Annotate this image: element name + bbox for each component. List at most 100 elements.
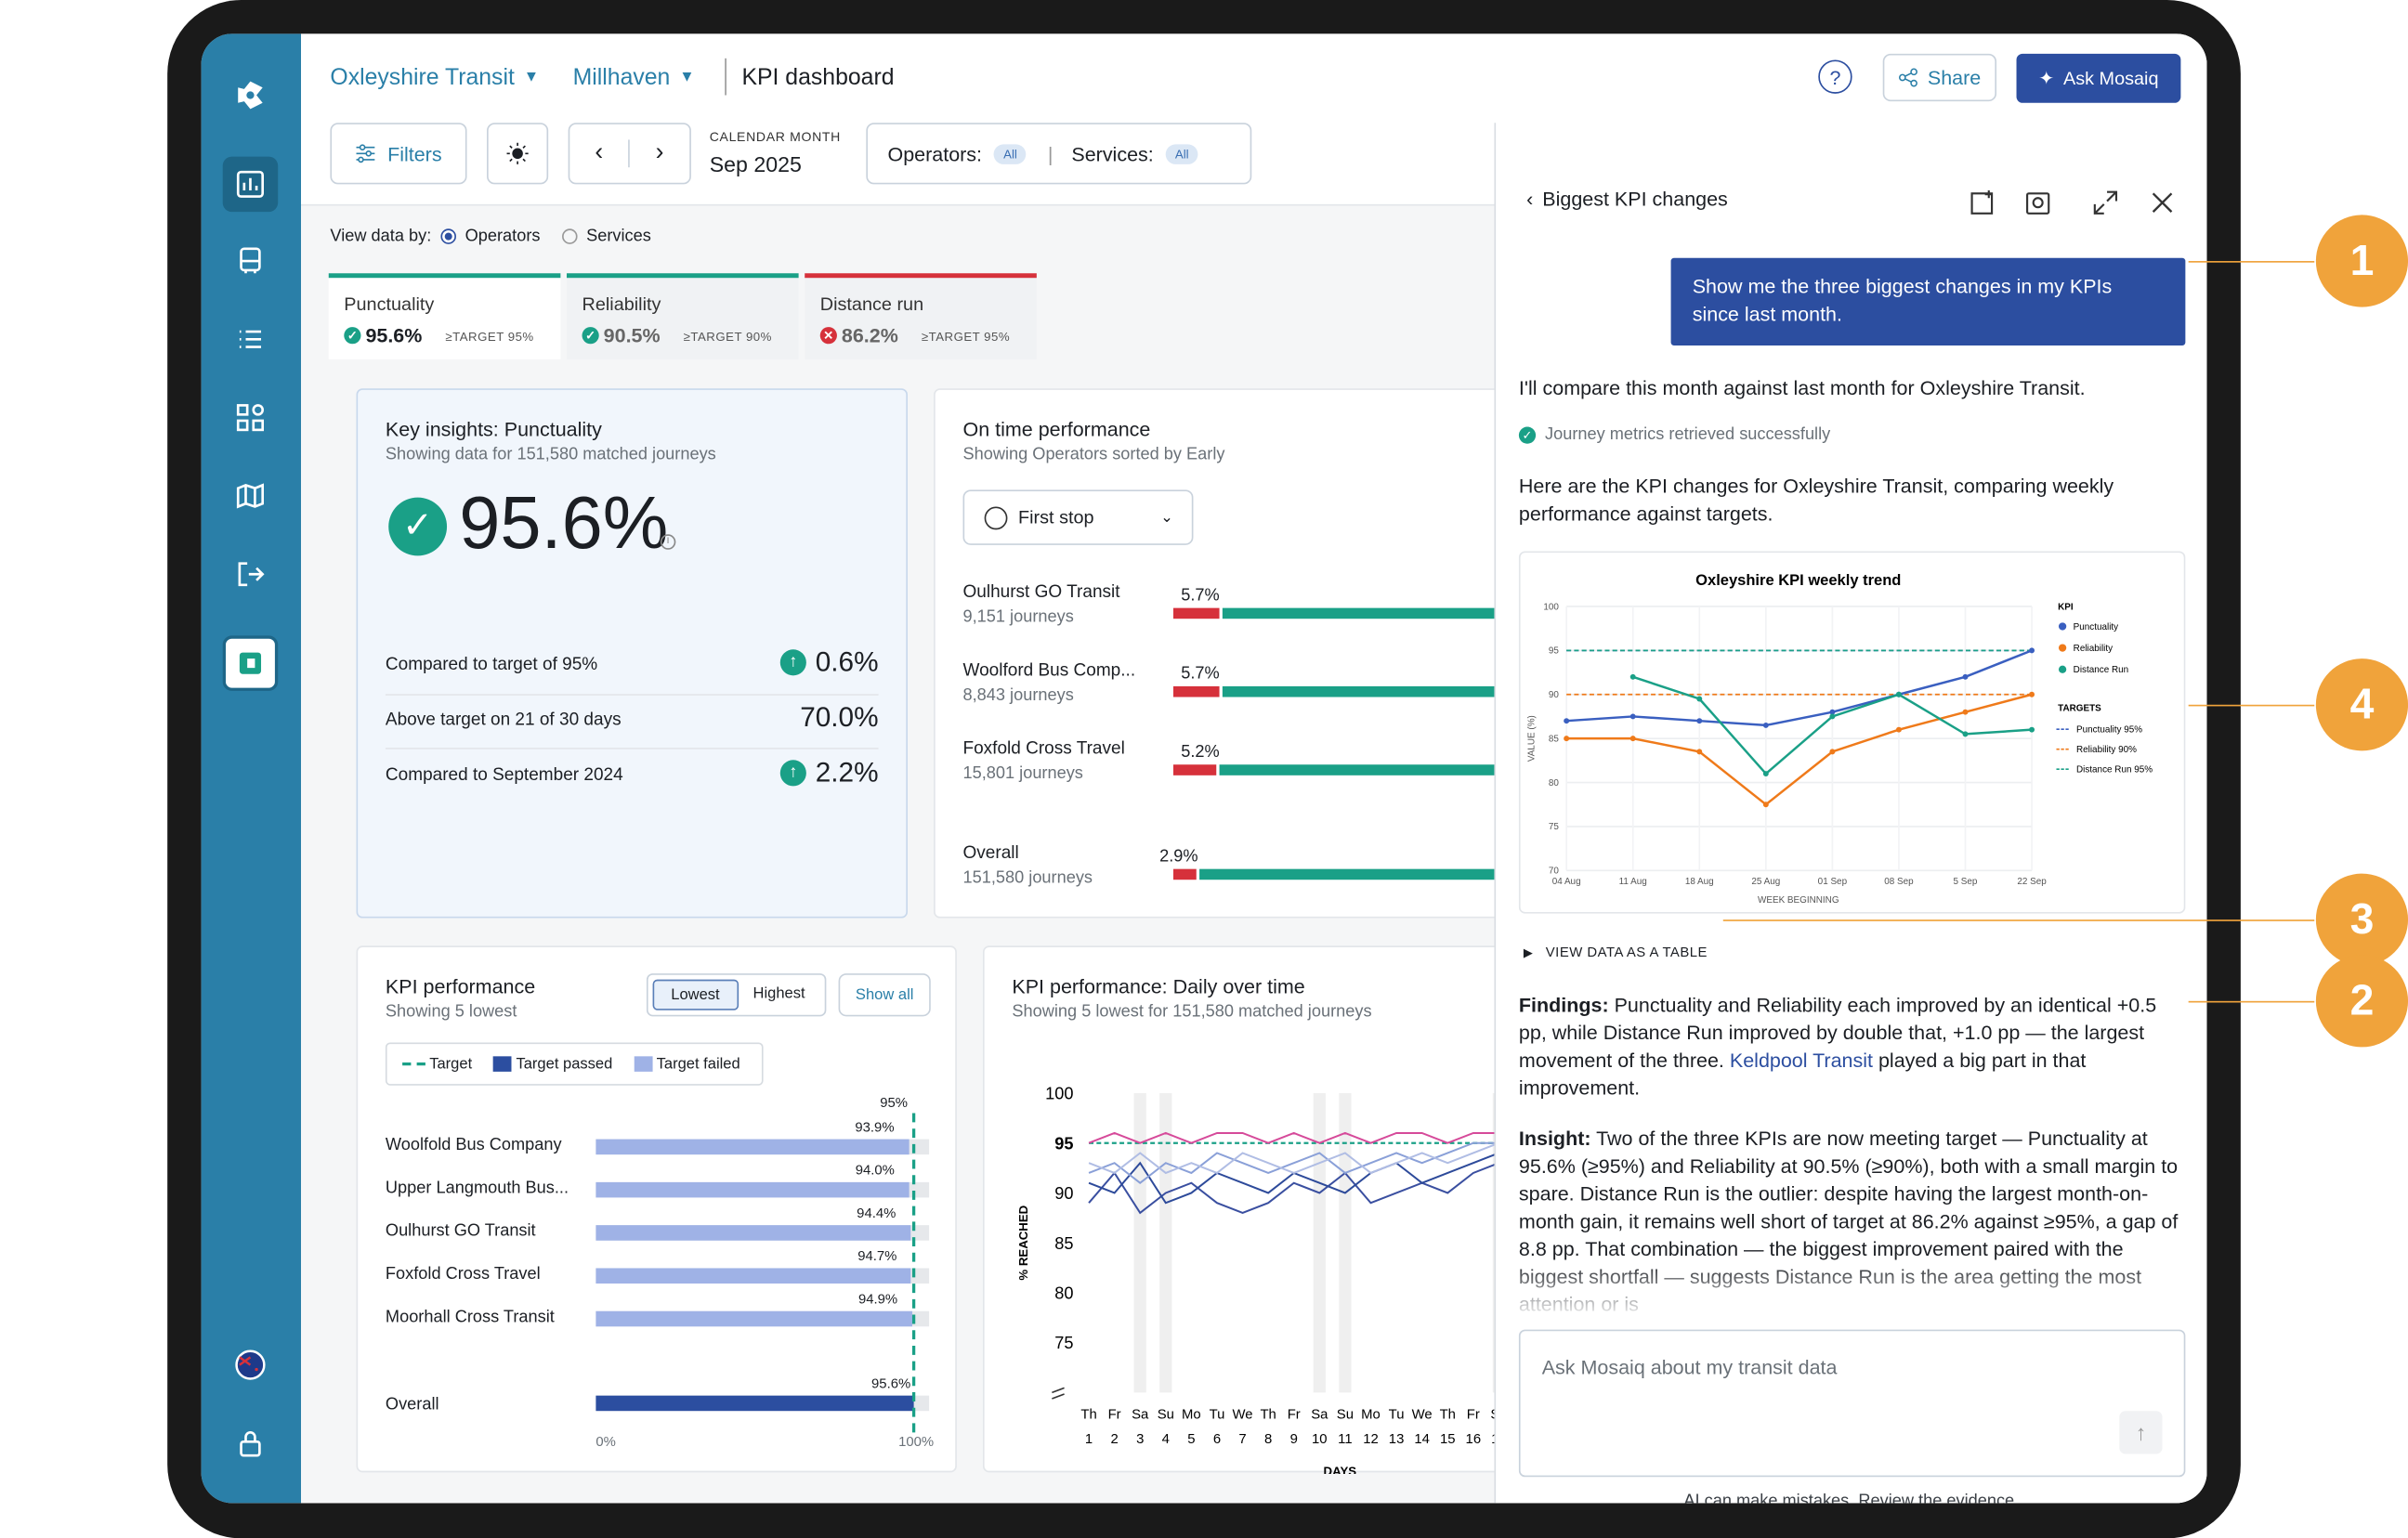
history-icon[interactable] (2022, 188, 2053, 218)
prev-period-button[interactable]: ‹ (569, 139, 630, 168)
radio-services[interactable] (561, 228, 578, 244)
kpi-tab-distance-run[interactable]: Distance run ✕ 86.2% ≥TARGET 95% (805, 273, 1037, 359)
scope-filter[interactable]: Operators: All | Services: All (866, 123, 1252, 185)
panel-back-button[interactable]: ‹ Biggest KPI changes (1526, 187, 1728, 211)
legend-label: Reliability (2074, 644, 2113, 654)
kpi-tab-reliability[interactable]: Reliability ✓ 90.5% ≥TARGET 90% (566, 273, 799, 359)
kpi-bar (595, 1268, 912, 1284)
operator-name[interactable]: Foxfold Cross Travel (962, 739, 1125, 759)
callout-2: 2 (2315, 955, 2408, 1048)
y-tick-label: 75 (1549, 822, 1560, 832)
series-point (1629, 673, 1636, 680)
series-point (1762, 802, 1769, 808)
operator-name[interactable]: Overall (962, 844, 1019, 864)
x-tick-label: 11 Aug (1619, 877, 1647, 887)
radio-operators[interactable] (440, 228, 456, 244)
y-tick-label: 85 (1054, 1234, 1073, 1253)
target-label: 95% (880, 1094, 909, 1111)
share-button[interactable]: Share (1882, 53, 1997, 102)
kpi-bar (595, 1181, 910, 1198)
expand-icon[interactable] (2090, 188, 2121, 218)
day-number: 9 (1290, 1432, 1298, 1447)
callout-1: 1 (2315, 215, 2408, 307)
operator-name[interactable]: Oulhurst GO Transit (962, 583, 1120, 603)
day-label: Fr (1288, 1407, 1301, 1422)
chat-input-placeholder[interactable]: Ask Mosaiq about my transit data (1541, 1355, 1838, 1379)
list-icon[interactable] (223, 312, 279, 368)
early-pct: 2.9% (1159, 847, 1198, 867)
lock-icon[interactable] (223, 1415, 279, 1471)
ontime-segment (1223, 685, 1519, 697)
app-logo[interactable] (223, 68, 279, 124)
big-value: 95.6% (459, 483, 669, 566)
kpi-row-name[interactable]: Woolfold Bus Company (385, 1136, 562, 1155)
series-line (1566, 693, 2033, 806)
location-selector[interactable]: Millhaven ▼ (572, 64, 695, 91)
caret-right-icon: ▶ (1523, 945, 1534, 959)
kpi-row-name[interactable]: Foxfold Cross Travel (385, 1265, 541, 1284)
show-all-button[interactable]: Show all (838, 973, 931, 1017)
y-tick-label: 100 (1045, 1085, 1073, 1103)
x-axis-label: WEEK BEGINNING (1758, 895, 1839, 906)
early-segment (1172, 764, 1216, 776)
kpi-row-name[interactable]: Upper Langmouth Bus... (385, 1179, 569, 1198)
axis-break-icon (1052, 1387, 1065, 1400)
divider (725, 58, 726, 96)
close-icon[interactable] (2147, 188, 2178, 218)
series-point (1696, 749, 1703, 755)
filters-button[interactable]: Filters (330, 123, 467, 185)
map-icon[interactable] (223, 468, 279, 524)
findings-text: Findings: Punctuality and Reliability ea… (1518, 993, 2157, 1100)
y-tick-label: 70 (1549, 867, 1560, 877)
widgets-icon[interactable] (223, 390, 279, 446)
day-number: 15 (1440, 1432, 1456, 1447)
theme-toggle-button[interactable] (487, 123, 549, 185)
day-number: 14 (1414, 1432, 1430, 1447)
new-chat-icon[interactable] (1968, 188, 1998, 218)
chat-input-box[interactable]: Ask Mosaiq about my transit data ↑ (1518, 1329, 2186, 1478)
calendar-value[interactable]: Sep 2025 (709, 151, 802, 177)
status-line: ✓ Journey metrics retrieved successfully (1518, 425, 1830, 444)
series-point (1564, 718, 1570, 724)
mosaiq-icon[interactable] (222, 635, 279, 691)
help-icon[interactable]: ? (1818, 59, 1852, 94)
y-tick-label: 95 (1054, 1134, 1073, 1153)
kpi-row-name[interactable]: Oulhurst GO Transit (385, 1221, 536, 1241)
dashboard-icon[interactable] (222, 156, 279, 213)
org-selector[interactable]: Oxleyshire Transit ▼ (330, 64, 540, 91)
region-flag-icon[interactable] (223, 1337, 279, 1393)
send-arrow-icon[interactable]: ↑ (2119, 1411, 2163, 1454)
weekend-band (1133, 1093, 1146, 1393)
highest-option[interactable]: Highest (752, 985, 805, 1003)
day-label: Mo (1182, 1407, 1201, 1422)
stop-select[interactable]: First stop ⌄ (962, 489, 1194, 545)
bus-icon[interactable] (223, 233, 279, 289)
early-pct: 5.7% (1181, 586, 1220, 606)
next-period-button[interactable]: › (655, 139, 664, 166)
ontime-segment (1218, 764, 1519, 776)
keldpool-link[interactable]: Keldpool Transit (1729, 1049, 1874, 1072)
callout-4: 4 (2315, 658, 2408, 751)
kpi-row-name[interactable]: Moorhall Cross Transit (385, 1308, 555, 1327)
lowest-option[interactable]: Lowest (652, 979, 739, 1010)
export-icon[interactable] (223, 547, 279, 603)
callout-line-4 (2188, 704, 2315, 707)
ask-mosaiq-button[interactable]: ✦ Ask Mosaiq (2016, 53, 2181, 103)
info-icon[interactable]: i (660, 534, 676, 550)
pass-icon: ✓ (582, 327, 599, 345)
pass-icon: ✓ (344, 327, 361, 345)
y-tick-label: 80 (1549, 778, 1560, 789)
daily-series-line (1088, 1162, 1499, 1215)
operator-name[interactable]: Woolford Bus Comp... (962, 661, 1136, 681)
view-table-toggle[interactable]: ▶ VIEW DATA AS A TABLE (1523, 944, 1708, 960)
kpi-tab-punctuality[interactable]: Punctuality ✓ 95.6% ≥TARGET 95% (328, 273, 561, 359)
legend-dot (2058, 665, 2067, 673)
daily-line-chart: 100 95 90 85 80 75 % REACHED Th 1 Fr 2 Sa 3 Su 4 Mo 5 Tu 6… (1016, 1085, 1508, 1474)
series-point (1696, 696, 1703, 702)
y-tick-label: 90 (1054, 1184, 1073, 1203)
legend-target-label: Reliability 90% (2076, 745, 2137, 755)
kpi-bar-label: 94.9% (857, 1291, 898, 1307)
early-segment (1172, 607, 1220, 619)
daily-kpi-card: KPI performance: Daily over time Showing… (982, 945, 1518, 1474)
legend-label: Distance Run (2074, 665, 2128, 675)
